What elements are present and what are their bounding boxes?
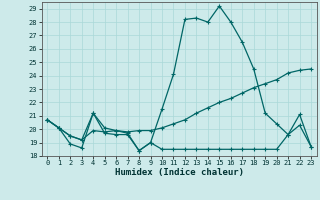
X-axis label: Humidex (Indice chaleur): Humidex (Indice chaleur) [115,168,244,177]
